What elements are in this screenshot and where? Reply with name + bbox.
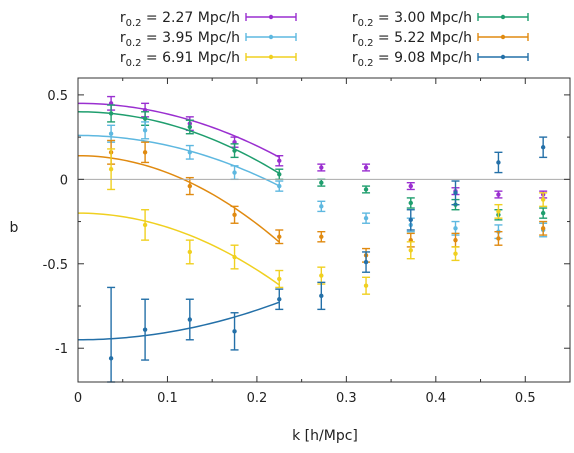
x-tick-label: 0.1 <box>157 391 178 406</box>
data-point <box>408 248 413 253</box>
data-point <box>408 200 413 206</box>
legend-label: r0.2 = 2.27 Mpc/h <box>120 10 240 29</box>
data-point <box>363 259 369 265</box>
data-point <box>187 317 193 322</box>
data-point <box>142 327 148 332</box>
axes: 0 0.1 0.2 0.3 0.4 0.5 0.5 0 -0.5 -1 <box>43 77 571 406</box>
data-point <box>142 222 148 228</box>
fit-curve <box>77 212 280 286</box>
data-point <box>363 283 369 288</box>
data-point <box>277 158 282 163</box>
series-5 <box>77 148 548 295</box>
data-point <box>232 254 237 260</box>
data-point <box>319 165 324 170</box>
y-tick-label: 0.5 <box>47 89 68 104</box>
data-point <box>408 183 413 189</box>
data-point <box>453 190 458 196</box>
x-tick-label: 0.5 <box>515 391 536 406</box>
data-point <box>232 329 237 334</box>
data-point <box>187 183 193 189</box>
data-point <box>108 131 114 136</box>
legend-entry: r0.2 = 9.08 Mpc/h <box>352 50 529 69</box>
legend-marker <box>500 14 506 20</box>
data-point <box>496 236 501 241</box>
data-point <box>108 167 114 172</box>
x-tick-label: 0.3 <box>336 391 357 406</box>
data-point <box>453 251 458 256</box>
data-point <box>496 209 501 214</box>
data-point <box>142 128 148 133</box>
data-point <box>232 170 237 175</box>
data-point <box>540 145 546 150</box>
data-point <box>319 293 324 299</box>
data-point <box>142 116 148 121</box>
legend-label: r0.2 = 9.08 Mpc/h <box>352 50 472 69</box>
data-point <box>319 180 324 185</box>
legend-label: r0.2 = 3.00 Mpc/h <box>352 10 472 29</box>
data-point <box>108 111 114 116</box>
legend-entry: r0.2 = 3.00 Mpc/h <box>352 10 529 29</box>
data-point <box>277 276 282 282</box>
y-tick-label: -0.5 <box>43 258 68 273</box>
data-point <box>319 234 324 239</box>
data-point <box>277 172 282 177</box>
series-3 <box>77 121 548 240</box>
data-point <box>496 192 501 197</box>
legend-entry: r0.2 = 2.27 Mpc/h <box>120 10 297 29</box>
data-point <box>540 197 546 202</box>
fit-curve <box>77 154 280 243</box>
legend-label: r0.2 = 6.91 Mpc/h <box>120 50 240 69</box>
data-point <box>108 356 114 361</box>
data-point <box>187 124 193 130</box>
data-point <box>319 204 324 209</box>
series-4 <box>77 139 548 263</box>
legend-marker <box>268 14 274 20</box>
data-point <box>363 215 369 221</box>
data-point <box>453 226 458 231</box>
legend-marker <box>268 34 274 40</box>
data-point <box>540 210 546 216</box>
legend: r0.2 = 2.27 Mpc/h r0.2 = 3.00 Mpc/hr0.2 =… <box>120 10 529 69</box>
x-tick-label: 0 <box>74 391 82 406</box>
legend-entry: r0.2 = 3.95 Mpc/h <box>120 30 297 49</box>
plot-area <box>77 95 548 383</box>
data-point <box>277 297 282 302</box>
plot-frame <box>77 77 571 383</box>
x-tick-label: 0.4 <box>425 391 446 406</box>
data-point <box>363 165 369 170</box>
legend-label: r0.2 = 5.22 Mpc/h <box>352 30 472 49</box>
data-point <box>187 150 193 155</box>
data-point <box>232 212 237 217</box>
data-point <box>319 273 324 278</box>
legend-marker <box>500 34 506 40</box>
legend-entry: r0.2 = 6.91 Mpc/h <box>120 50 297 69</box>
y-tick-label: 0 <box>60 173 68 188</box>
data-point <box>232 148 237 153</box>
fit-curve <box>77 301 280 341</box>
data-point <box>277 234 282 239</box>
data-point <box>142 150 148 155</box>
data-point <box>408 217 413 223</box>
series-6 <box>77 136 548 383</box>
legend-label: r0.2 = 3.95 Mpc/h <box>120 30 240 49</box>
data-point <box>187 249 193 255</box>
data-point <box>453 237 458 243</box>
x-axis-label: k [h/Mpc] <box>292 428 358 444</box>
legend-marker <box>500 54 506 60</box>
data-point <box>277 183 282 189</box>
legend-entry: r0.2 = 5.22 Mpc/h <box>352 30 529 49</box>
y-tick-label: -1 <box>55 342 68 357</box>
x-tick-label: 0.2 <box>247 391 268 406</box>
data-point <box>363 187 369 192</box>
legend-marker <box>268 54 274 60</box>
data-point <box>540 226 546 231</box>
data-point <box>496 160 501 165</box>
y-axis-label: b <box>10 220 19 236</box>
